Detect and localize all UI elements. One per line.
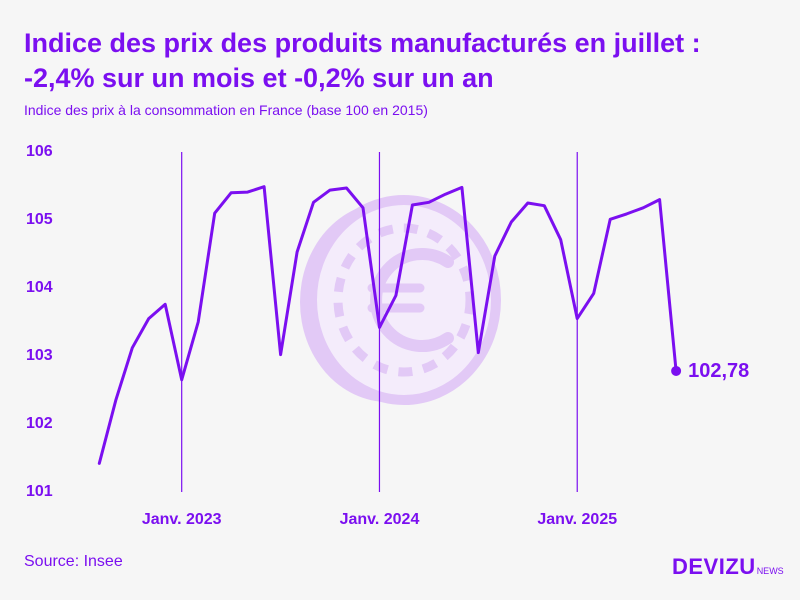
logo-main-text: DEVIZU xyxy=(672,554,756,579)
y-tick-label-105: 105 xyxy=(26,211,53,228)
source-note: Source: Insee xyxy=(24,553,123,570)
title-line-1: Indice des prix des produits manufacturé… xyxy=(24,28,701,58)
chart-subtitle: Indice des prix à la consommation en Fra… xyxy=(24,102,428,118)
x-tick-label-3: Janv. 2025 xyxy=(537,511,617,528)
coin-dashed-ring xyxy=(333,223,475,377)
y-tick-label-101: 101 xyxy=(26,483,53,500)
y-tick-label-106: 106 xyxy=(26,143,53,160)
x-tick-label-1: Janv. 2023 xyxy=(142,511,222,528)
y-tick-label-102: 102 xyxy=(26,415,53,432)
y-tick-label-103: 103 xyxy=(26,347,53,364)
last-value-label: 102,78 xyxy=(688,360,749,382)
x-axis-ticks: Janv. 2023 Janv. 2024 Janv. 2025 xyxy=(142,511,617,528)
last-value-point xyxy=(671,365,682,376)
logo-sub-text: NEWS xyxy=(756,566,784,576)
devizu-logo: DEVIZUNEWS xyxy=(672,554,784,580)
chart-title: Indice des prix des produits manufacturé… xyxy=(24,26,784,96)
series-line xyxy=(97,185,678,465)
y-axis-ticks: 101 102 103 104 105 106 xyxy=(26,143,53,500)
y-tick-label-104: 104 xyxy=(26,279,53,296)
x-tick-label-2: Janv. 2024 xyxy=(340,511,420,528)
title-line-2: -2,4% sur un mois et -0,2% sur un an xyxy=(24,63,494,93)
